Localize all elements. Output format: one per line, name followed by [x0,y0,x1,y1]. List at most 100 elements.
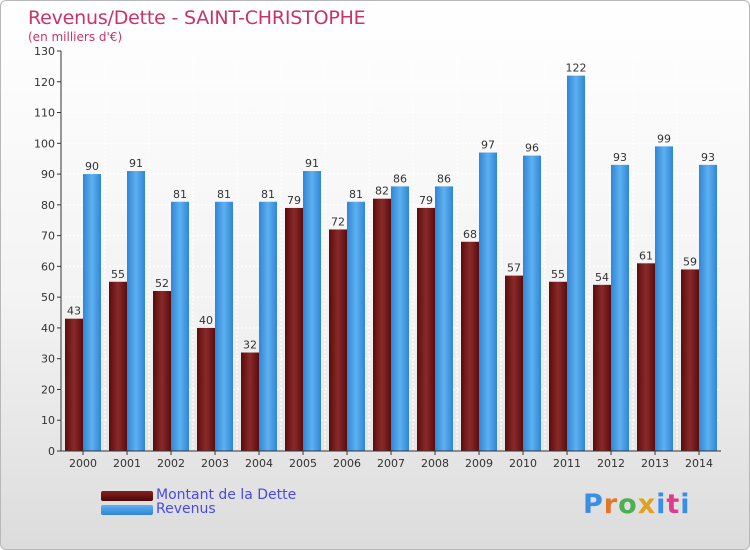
label-dette-2005: 79 [287,194,301,207]
bar-revenus-2003 [215,201,233,451]
xtick-label-2011: 2011 [553,457,581,470]
ytick-label-30: 30 [41,353,55,366]
ytick-label-80: 80 [41,199,55,212]
bar-revenus-2014 [699,164,717,451]
logo-letter: r [603,489,619,520]
xtick-label-2010: 2010 [509,457,537,470]
label-dette-2001: 55 [111,268,125,281]
xtick-label-2013: 2013 [641,457,669,470]
xtick-label-2000: 2000 [69,457,97,470]
xtick-label-2003: 2003 [201,457,229,470]
bar-revenus-2007 [391,186,409,451]
bar-dette-2012 [593,284,611,451]
bar-revenus-2005 [303,171,321,451]
logo-letter: t [666,489,681,520]
label-dette-2004: 32 [243,339,257,352]
logo-letter: i [656,489,667,520]
bar-revenus-2009 [479,152,497,452]
bar-revenus-2011 [567,75,585,451]
label-dette-2014: 59 [683,255,697,268]
ytick-label-100: 100 [34,137,55,150]
label-revenus-2005: 91 [305,157,319,170]
bar-dette-2013 [637,263,655,451]
xtick-label-2004: 2004 [245,457,273,470]
logo-letter: P [583,489,604,520]
label-revenus-2000: 90 [85,160,99,173]
label-revenus-2011: 122 [566,62,587,75]
bar-dette-2002 [153,291,171,451]
label-dette-2006: 72 [331,215,345,228]
legend-swatch-revenus [101,505,153,515]
ytick-label-70: 70 [41,230,55,243]
ytick-label-130: 130 [34,45,55,58]
label-revenus-2002: 81 [173,188,187,201]
bar-dette-2010 [505,275,523,451]
label-revenus-2012: 93 [613,151,627,164]
logo-letter: x [637,489,657,520]
bar-dette-2009 [461,241,479,451]
label-dette-2011: 55 [551,268,565,281]
label-dette-2008: 79 [419,194,433,207]
label-dette-2007: 82 [375,185,389,198]
bar-dette-2003 [197,327,215,451]
bar-dette-2006 [329,229,347,451]
ytick-label-10: 10 [41,414,55,427]
xtick-label-2007: 2007 [377,457,405,470]
label-revenus-2004: 81 [261,188,275,201]
label-dette-2012: 54 [595,271,609,284]
logo-letter: o [618,489,638,520]
label-revenus-2008: 86 [437,172,451,185]
logo-letter: i [680,489,691,520]
label-revenus-2001: 91 [129,157,143,170]
bar-revenus-2008 [435,186,453,451]
label-dette-2003: 40 [199,314,213,327]
label-dette-2000: 43 [67,305,81,318]
label-dette-2002: 52 [155,277,169,290]
ytick-label-0: 0 [48,445,55,458]
ytick-label-60: 60 [41,260,55,273]
bar-dette-2001 [109,281,127,451]
bar-revenus-2004 [259,201,277,451]
label-revenus-2014: 93 [701,151,715,164]
label-revenus-2010: 96 [525,142,539,155]
proxiti-logo: Proxiti [583,489,691,520]
xtick-label-2009: 2009 [465,457,493,470]
bar-dette-2005 [285,207,303,451]
ytick-label-20: 20 [41,383,55,396]
bar-dette-2004 [241,352,259,451]
xtick-label-2014: 2014 [685,457,713,470]
label-revenus-2009: 97 [481,139,495,152]
label-dette-2013: 61 [639,249,653,262]
xtick-label-2001: 2001 [113,457,141,470]
bar-revenus-2010 [523,155,541,451]
bar-revenus-2000 [83,174,101,452]
legend-swatch-dette [101,491,153,501]
bar-dette-2008 [417,207,435,451]
ytick-label-120: 120 [34,76,55,89]
ytick-label-90: 90 [41,168,55,181]
xtick-label-2008: 2008 [421,457,449,470]
bar-dette-2000 [65,318,83,451]
ytick-label-50: 50 [41,291,55,304]
label-revenus-2013: 99 [657,132,671,145]
bar-dette-2014 [681,269,699,451]
bar-revenus-2001 [127,171,145,451]
bar-revenus-2006 [347,201,365,451]
label-dette-2010: 57 [507,262,521,275]
xtick-label-2012: 2012 [597,457,625,470]
label-dette-2009: 68 [463,228,477,241]
label-revenus-2007: 86 [393,172,407,185]
xtick-label-2005: 2005 [289,457,317,470]
bar-dette-2011 [549,281,567,451]
xtick-label-2002: 2002 [157,457,185,470]
xtick-label-2006: 2006 [333,457,361,470]
chart-subtitle: (en milliers d'€) [28,30,123,44]
bar-revenus-2002 [171,201,189,451]
bar-dette-2007 [373,198,391,451]
ytick-label-40: 40 [41,322,55,335]
legend-label-revenus: Revenus [156,501,216,517]
bar-revenus-2012 [611,164,629,451]
label-revenus-2003: 81 [217,188,231,201]
